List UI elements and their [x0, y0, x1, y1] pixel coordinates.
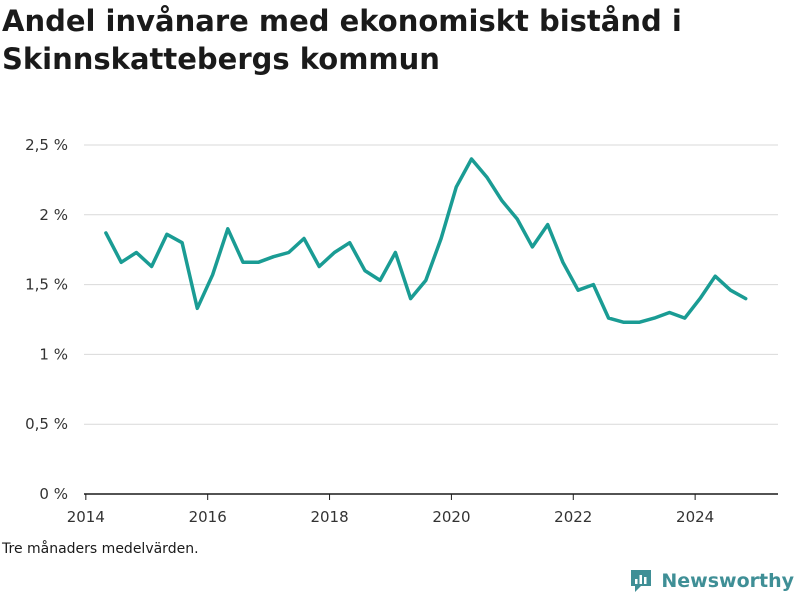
footnote: Tre månaders medelvärden. — [2, 541, 199, 557]
series-line — [104, 157, 748, 325]
y-tick-label: 1 % — [39, 345, 68, 363]
x-tick-label: 2018 — [310, 508, 348, 526]
chart-title: Andel invånare med ekonomiskt bistånd i … — [2, 4, 682, 76]
x-tick-label: 2022 — [554, 508, 592, 526]
newsworthy-logo-icon — [631, 570, 652, 592]
y-tick-label: 2,5 % — [25, 136, 68, 154]
x-tick-label: 2014 — [67, 508, 105, 526]
x-tick-label: 2020 — [432, 508, 470, 526]
y-tick-label: 2 % — [39, 206, 68, 224]
y-tick-label: 1,5 % — [25, 276, 68, 294]
series-layer — [104, 157, 748, 325]
y-axis-ticks: 0 % 0,5 % 1 % 1,5 % 2 % 2,5 % — [25, 136, 68, 503]
brand-name: Newsworthy — [661, 570, 794, 592]
x-tick-label: 2024 — [676, 508, 714, 526]
y-tick-label: 0 % — [39, 485, 68, 503]
grid-lines — [84, 144, 778, 425]
brand-logo: Newsworthy — [629, 568, 794, 594]
y-tick-label: 0,5 % — [25, 415, 68, 433]
x-axis: 2014 2016 2018 2020 2022 2024 — [67, 493, 778, 526]
x-tick-label: 2016 — [189, 508, 227, 526]
